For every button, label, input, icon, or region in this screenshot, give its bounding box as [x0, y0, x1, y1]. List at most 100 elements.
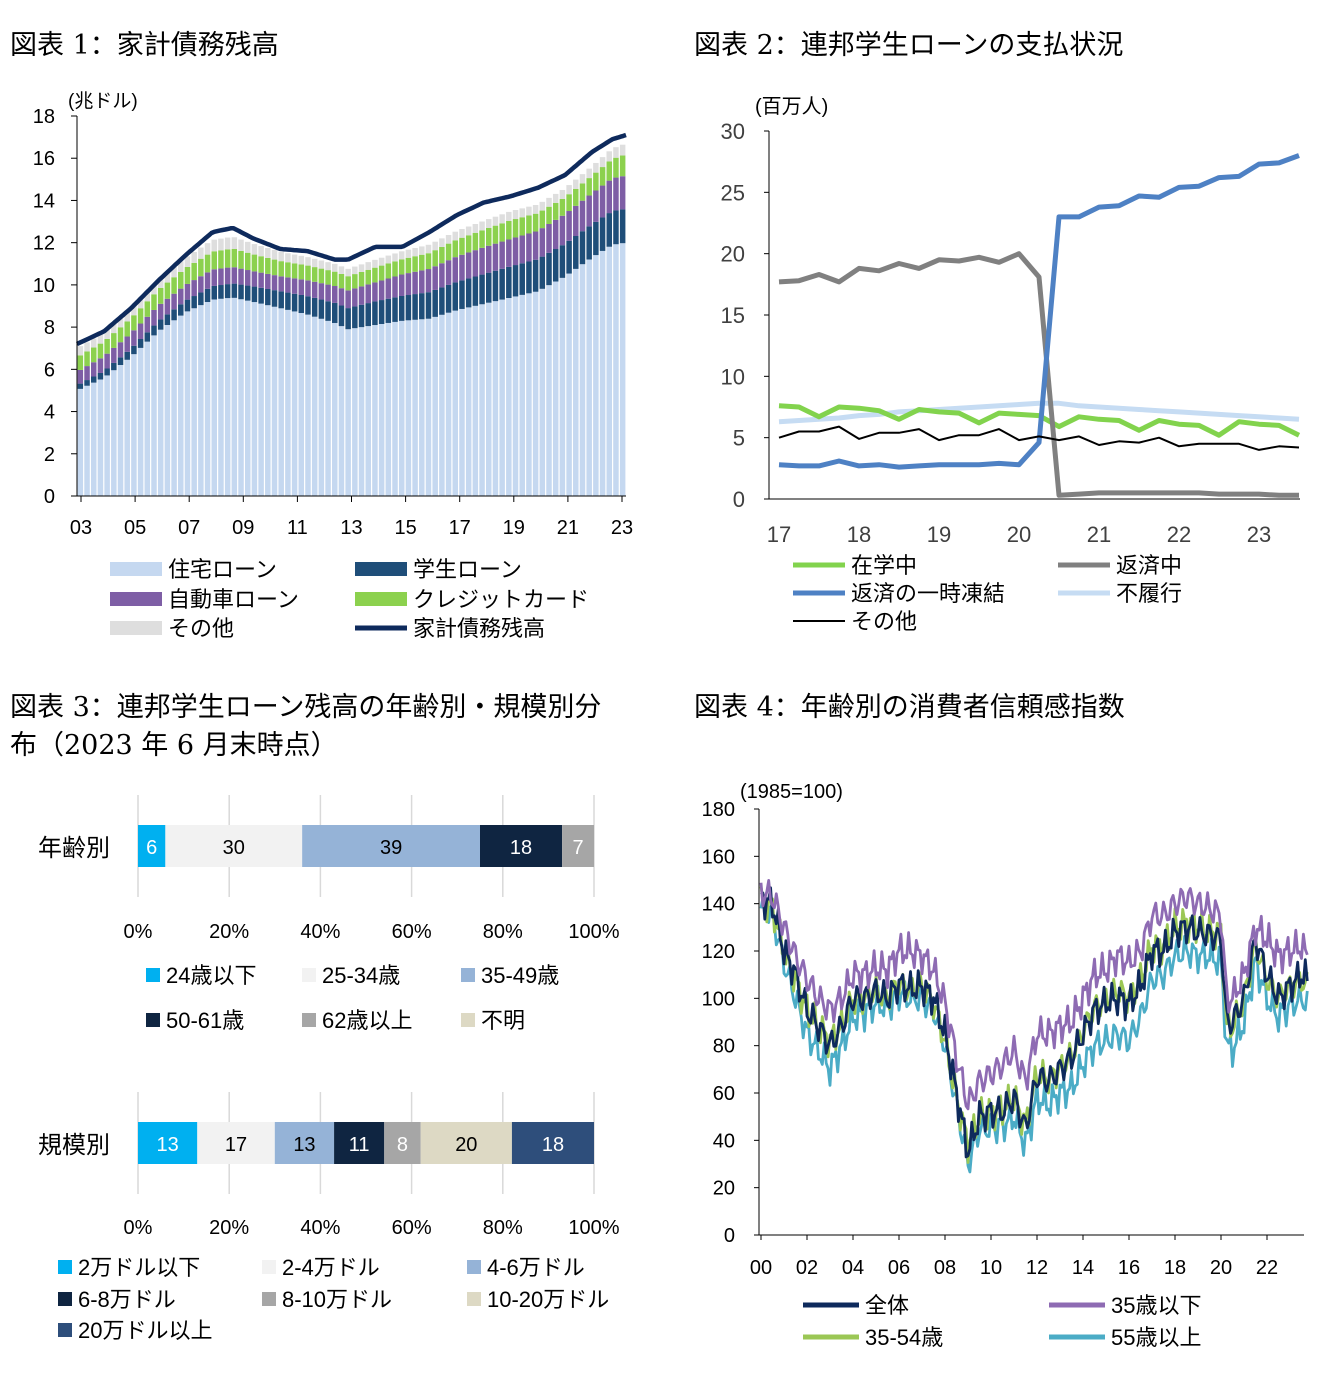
fig1-bar-credit: [479, 230, 485, 248]
fig4-ytick-label: 100: [702, 988, 735, 1010]
fig1-bar-student: [392, 297, 398, 322]
fig1-bar-student: [244, 285, 251, 301]
fig1-bar-housing: [198, 305, 204, 496]
fig1-bar-other: [432, 241, 438, 251]
fig1-bar-housing: [332, 322, 338, 496]
fig1-bar-student: [338, 305, 345, 327]
fig1-bar-housing: [111, 370, 117, 496]
fig1-bar-other: [137, 298, 144, 309]
fig1-bar-other: [231, 237, 238, 249]
fig1-bar-student: [465, 278, 472, 308]
fig1-bar-student: [526, 261, 532, 294]
fig2-legend-other-label: その他: [851, 609, 917, 634]
fig1-bar-student: [352, 306, 358, 329]
fig1-bar-credit: [305, 265, 311, 281]
fig1-xtick-label: 23: [611, 517, 633, 539]
fig3-legend-age-2-label: 35-49歳: [481, 963, 559, 988]
fig1-bar-credit: [532, 213, 539, 232]
fig1-bar-student: [265, 288, 271, 306]
fig1-bar-credit: [298, 264, 305, 280]
fig1-bar-other: [619, 144, 626, 156]
fig2-xtick-label: 19: [927, 522, 951, 547]
fig1-bar-other: [117, 318, 124, 328]
fig1-bar-credit: [111, 333, 117, 348]
fig4-ytick-label: 40: [713, 1130, 735, 1152]
fig3-age-value-label: 30: [223, 837, 245, 859]
fig1-bar-other: [311, 258, 318, 268]
fig1-bar-housing: [311, 316, 318, 496]
fig1-bar-auto: [526, 233, 532, 262]
fig4-xtick-label: 08: [934, 1257, 956, 1279]
fig1-ytick-label: 0: [44, 486, 55, 508]
fig1-bar-housing: [285, 309, 291, 496]
fig1-bar-student: [358, 304, 365, 328]
fig1-xtick-label: 19: [503, 517, 525, 539]
fig1-bar-auto: [506, 239, 512, 267]
fig1-bar-auto: [338, 288, 345, 306]
fig3-title-line1: 図表 3：連邦学生ローン残高の年齢別・規模別分: [10, 692, 602, 723]
fig3-row-label-size: 規模別: [38, 1132, 110, 1159]
fig2-line-1: [778, 251, 1299, 498]
fig1-bar-housing: [358, 327, 365, 496]
fig1-bar-housing: [499, 299, 505, 496]
fig1-bar-housing: [164, 324, 171, 496]
fig1-bar-credit: [271, 259, 278, 276]
fig4-xtick-label: 18: [1164, 1257, 1186, 1279]
fig1-bar-credit: [131, 315, 137, 331]
fig2-ytick-label: 5: [733, 426, 745, 451]
fig1-bar-housing: [325, 320, 331, 496]
fig1-bar-auto: [144, 316, 151, 333]
fig1-bar-student: [238, 284, 244, 300]
fig1-bar-auto: [398, 274, 405, 296]
fig3-size-xtick-label: 20%: [209, 1217, 249, 1239]
fig1-bar-student: [164, 314, 171, 325]
fig4-legend-35-54-label: 35-54歳: [865, 1325, 943, 1350]
fig3-legend-age-0-label: 24歳以下: [166, 963, 256, 988]
fig1-bar-housing: [465, 307, 472, 496]
fig1-bar-other: [164, 272, 171, 283]
fig4-line-all: [760, 886, 1309, 1159]
fig3-legend-age-4-label: 62歳以上: [322, 1008, 412, 1033]
fig1-bar-credit: [385, 263, 392, 279]
fig1-bar-credit: [398, 259, 405, 275]
fig1-bar-student: [231, 283, 238, 298]
fig1-bar-other: [472, 224, 479, 233]
fig1-bar-other: [84, 342, 90, 352]
fig1-bar-auto: [285, 277, 291, 293]
fig1-bar-other: [552, 193, 559, 203]
fig1-bar-student: [157, 319, 164, 330]
fig1-bar-student: [332, 302, 338, 323]
fig1-bar-credit: [492, 225, 499, 244]
fig1-bar-other: [593, 162, 599, 173]
fig1-legend-other-swatch: [110, 621, 162, 635]
fig1-bar-auto: [539, 228, 546, 257]
fig1-bar-other: [332, 263, 338, 272]
fig1-bar-housing: [552, 281, 559, 496]
fig3-legend-age-3-swatch: [146, 1013, 160, 1027]
fig4-legend-u35-label: 35歳以下: [1111, 1293, 1201, 1318]
fig1-bar-housing: [392, 321, 398, 496]
fig1-bar-housing: [77, 388, 84, 496]
fig1-bar-student: [77, 383, 84, 389]
fig3-legend-size-5-swatch: [467, 1292, 481, 1306]
fig1-bar-auto: [84, 366, 90, 381]
fig1-bar-housing: [546, 285, 552, 496]
fig1-bar-other: [479, 221, 485, 231]
fig1-bar-auto: [419, 270, 425, 294]
fig3-size-value-label: 13: [157, 1134, 179, 1156]
fig1-bar-student: [586, 226, 592, 260]
fig1-bar-auto: [184, 283, 191, 300]
fig1-bar-housing: [338, 326, 345, 496]
fig1-bar-credit: [244, 252, 251, 271]
fig1-bar-other: [198, 247, 204, 259]
fig3-size-segment: [384, 1122, 421, 1164]
fig1-bar-auto: [111, 347, 117, 363]
fig1-bar-housing: [265, 305, 271, 496]
fig1-bar-housing: [137, 347, 144, 496]
fig1-bar-credit: [613, 157, 619, 178]
fig4-legend-55-label: 55歳以上: [1111, 1325, 1201, 1350]
fig2-legend-repaying-label: 返済中: [1116, 553, 1182, 578]
fig1-bar-other: [559, 189, 566, 199]
fig3-age-segment: [165, 825, 303, 867]
fig1-bar-housing: [365, 326, 371, 496]
